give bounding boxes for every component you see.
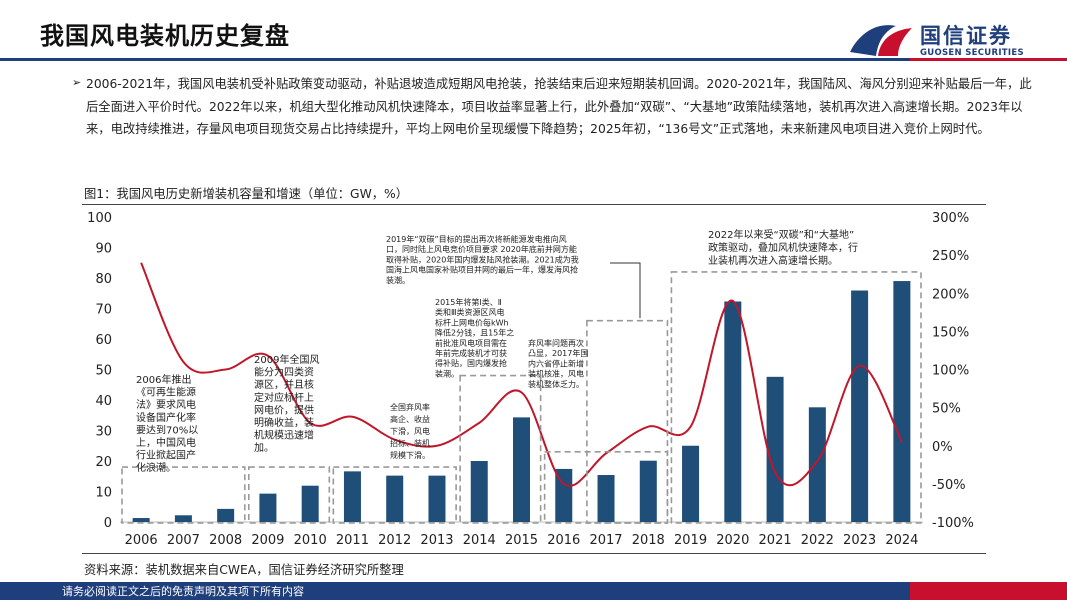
bar xyxy=(639,460,657,522)
y-left-tick-label: 10 xyxy=(95,486,112,501)
bar xyxy=(132,518,150,522)
annotation-connector xyxy=(610,262,641,318)
y-right-tick-label: 0% xyxy=(932,440,953,455)
bar xyxy=(174,515,192,522)
y-right-tick-label: -100% xyxy=(932,516,974,531)
y-left-tick-label: 20 xyxy=(95,455,112,470)
y-right-tick-label: 200% xyxy=(932,287,969,302)
bar xyxy=(555,468,573,522)
source-note: 资料来源：装机数据来自CWEA，国信证券经济研究所整理 xyxy=(84,563,404,577)
figure-top-rule xyxy=(82,204,986,205)
x-tick-label: 2013 xyxy=(420,533,453,548)
bar xyxy=(217,508,235,522)
x-tick-label: 2019 xyxy=(674,533,707,548)
logo-name-cn: 国信证券 xyxy=(920,24,1012,48)
y-left-tick-label: 80 xyxy=(95,272,112,287)
y-left-tick-label: 50 xyxy=(95,364,112,379)
bar xyxy=(808,407,826,522)
guosen-logo-icon xyxy=(850,25,912,56)
x-tick-label: 2011 xyxy=(336,533,369,548)
annotation-a2016: 弃风率问题再次凸显，2017年国内六省停止新增装机核准，风电装机整体乏力。 xyxy=(528,338,588,389)
x-tick-label: 2017 xyxy=(589,533,622,548)
bar xyxy=(386,475,404,522)
x-tick-label: 2007 xyxy=(167,533,200,548)
bar xyxy=(259,493,277,522)
y-left-tick-label: 70 xyxy=(95,303,112,318)
x-tick-label: 2021 xyxy=(759,533,792,548)
x-tick-label: 2022 xyxy=(801,533,834,548)
highlight-box xyxy=(459,374,542,524)
y-left-tick-label: 60 xyxy=(95,333,112,348)
bar xyxy=(682,445,700,522)
footer-disclaimer: 请务必阅读正文之后的免责声明及其项下所有内容 xyxy=(62,585,304,598)
annotation-a2012: 全国弃风率高企、收益下滑，风电招标、装机规模下滑。 xyxy=(390,402,430,460)
bar xyxy=(851,290,869,522)
highlight-box xyxy=(332,466,457,524)
bar xyxy=(428,475,446,522)
y-right-tick-label: 50% xyxy=(932,402,961,417)
annotation-a2019: 2019年“双碳”目标的提出再次将新能源发电推向风口，同时陆上风电竞价项目要求 … xyxy=(386,234,579,285)
highlight-box xyxy=(247,466,331,524)
summary-paragraph: 2006-2021年，我国风电装机受补贴政策变动驱动，补贴退坡造成短期风电抢装，… xyxy=(86,77,1032,136)
x-tick-label: 2006 xyxy=(125,533,158,548)
bullet-marker: ➢ xyxy=(72,76,82,89)
x-tick-label: 2018 xyxy=(632,533,665,548)
annotation-a2015: 2015年将第Ⅰ类、Ⅱ 类和Ⅲ类资源区风电标杆上网电价每kWh 降低2分钱，且15年… xyxy=(435,297,514,378)
y-left-tick-label: 100 xyxy=(87,211,112,226)
logo-name-en: GUOSEN SECURITIES xyxy=(920,48,1024,58)
bar xyxy=(343,471,361,522)
page-title: 我国风电装机历史复盘 xyxy=(40,22,290,50)
y-left-tick-label: 40 xyxy=(95,394,112,409)
bar xyxy=(301,485,319,522)
annotation-a2006: 2006年推出《可再生能源法》要求风电设备国产化率要达到70%以上，中国风电行业… xyxy=(136,373,198,474)
x-tick-label: 2020 xyxy=(716,533,749,548)
highlight-box xyxy=(670,271,922,524)
bar xyxy=(597,475,615,522)
y-left-tick-label: 30 xyxy=(95,425,112,440)
annotation-a2022: 2022年以来受“双碳”和“大基地”政策驱动，叠加风机快速降本，行业装机再次进入… xyxy=(708,228,858,267)
y-right-tick-label: 250% xyxy=(932,249,969,264)
brand-logo: 国信证券 GUOSEN SECURITIES xyxy=(848,18,1048,62)
x-tick-label: 2023 xyxy=(843,533,876,548)
bar xyxy=(470,461,488,522)
x-tick-label: 2024 xyxy=(885,533,918,548)
y-left-tick-label: 0 xyxy=(104,516,112,531)
y-right-tick-label: 300% xyxy=(932,211,969,226)
bar xyxy=(513,417,530,522)
y-right-tick-label: 100% xyxy=(932,364,969,379)
growth-rate-line xyxy=(140,262,903,487)
header-rule xyxy=(0,58,910,61)
x-tick-label: 2014 xyxy=(463,533,496,548)
x-tick-label: 2008 xyxy=(209,533,242,548)
annotation-a2009: 2009年全国风能分为四类资源区，并且核定对应标杆上网电价，提供明确收益，装机规… xyxy=(254,353,319,454)
bar xyxy=(724,301,742,522)
footer-accent xyxy=(910,582,1067,600)
x-tick-label: 2015 xyxy=(505,533,538,548)
y-right-tick-label: -50% xyxy=(932,478,966,493)
x-tick-label: 2009 xyxy=(251,533,284,548)
highlight-box xyxy=(121,466,246,524)
y-right-tick-label: 150% xyxy=(932,325,969,340)
header-rule-accent xyxy=(910,58,1067,61)
highlight-box xyxy=(586,319,669,524)
bar xyxy=(893,281,911,522)
x-tick-label: 2010 xyxy=(294,533,327,548)
x-tick-label: 2012 xyxy=(378,533,411,548)
x-tick-label: 2016 xyxy=(547,533,580,548)
y-left-tick-label: 90 xyxy=(95,242,112,257)
figure-caption: 图1：我国风电历史新增装机容量和增速（单位：GW，%） xyxy=(84,187,409,201)
bar xyxy=(766,376,784,522)
figure-bottom-rule xyxy=(82,553,986,554)
footer-bar: 请务必阅读正文之后的免责声明及其项下所有内容 xyxy=(0,582,1067,600)
